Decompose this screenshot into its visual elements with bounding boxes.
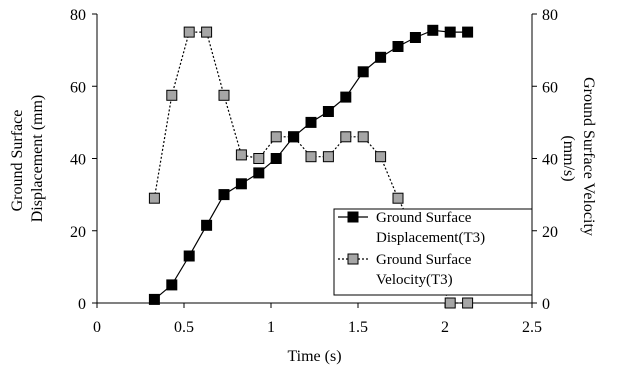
y-left-tick-label: 80 <box>70 7 86 24</box>
velocity-point <box>201 26 213 38</box>
displacement-point <box>218 189 230 201</box>
x-axis-title: Time (s) <box>287 348 341 365</box>
displacement-point <box>288 131 300 143</box>
displacement-point <box>322 106 334 117</box>
legend-label-displacement-line-2: Displacement(T3) <box>376 230 485 246</box>
displacement-point <box>375 51 387 63</box>
displacement-point <box>235 178 247 190</box>
velocity-point <box>166 89 178 101</box>
displacement-point <box>166 279 178 291</box>
y-left-tick-label: 40 <box>70 152 86 169</box>
displacement-point <box>305 116 317 128</box>
y-axis-right-title-line-1: Ground Surface Velocity <box>580 77 597 236</box>
velocity-point <box>392 192 404 204</box>
displacement-point <box>357 66 369 78</box>
displacement-point <box>444 26 456 38</box>
velocity-point <box>270 131 282 143</box>
series-markers <box>148 24 474 309</box>
displacement-point <box>201 219 213 231</box>
velocity-point <box>462 297 474 309</box>
velocity-point <box>183 26 195 38</box>
velocity-point <box>444 297 456 309</box>
legend-label-displacement: Ground Surface Displacement(T3) <box>376 210 485 246</box>
y-axis-left-title-line-1: Ground Surface <box>9 110 26 212</box>
legend-label-displacement-line-1: Ground Surface <box>376 210 472 226</box>
x-tick-label: 2.5 <box>522 319 542 336</box>
legend-swatch-marker-displacement <box>347 211 359 223</box>
velocity-point <box>375 151 387 163</box>
x-tick-label: 1 <box>267 319 275 336</box>
legend-label-velocity-line-1: Ground Surface <box>376 252 472 268</box>
legend-label-velocity-line-2: Velocity(T3) <box>376 272 453 288</box>
legend-swatch-marker-velocity <box>347 253 359 265</box>
displacement-point <box>183 250 195 262</box>
velocity-point <box>235 149 247 161</box>
displacement-point <box>270 153 282 164</box>
displacement-point <box>462 26 474 38</box>
velocity-point <box>340 131 352 143</box>
x-tick-label: 0.5 <box>174 319 194 336</box>
displacement-point <box>409 32 421 43</box>
y-right-tick-label: 20 <box>542 224 558 241</box>
y-axis-right-title: Ground Surface Velocity (mm/s) <box>560 77 597 240</box>
velocity-point <box>148 192 160 204</box>
velocity-point <box>218 89 230 101</box>
y-axis-right-title-line-2: (mm/s) <box>560 135 577 181</box>
y-left-tick-label: 0 <box>78 296 86 313</box>
x-tick-label: 2 <box>441 319 449 336</box>
legend-label-velocity: Ground Surface Velocity(T3) <box>376 252 475 288</box>
legend: Ground Surface Displacement(T3) Ground S… <box>333 208 533 296</box>
x-tick-label: 1.5 <box>348 319 368 336</box>
y-right-tick-label: 40 <box>542 152 558 169</box>
legend-box <box>333 208 533 296</box>
y-axis-left-title-line-2: Displacement (mm) <box>29 95 46 223</box>
x-tick-label: 0 <box>93 319 101 336</box>
y-left-tick-label: 20 <box>70 224 86 241</box>
y-left-tick-label: 60 <box>70 79 86 96</box>
y-right-tick-label: 60 <box>542 79 558 96</box>
displacement-point <box>340 91 352 103</box>
y-right-tick-label: 80 <box>542 7 558 24</box>
velocity-point <box>322 151 334 163</box>
y-right-tick-label: 0 <box>542 296 550 313</box>
velocity-point <box>305 151 317 163</box>
velocity-point <box>253 153 265 164</box>
displacement-point <box>148 293 160 305</box>
displacement-point <box>427 24 439 36</box>
velocity-point <box>357 131 369 143</box>
y-axis-left-title: Ground Surface Displacement (mm) <box>9 95 46 223</box>
displacement-point <box>392 41 404 52</box>
displacement-point <box>253 167 265 179</box>
